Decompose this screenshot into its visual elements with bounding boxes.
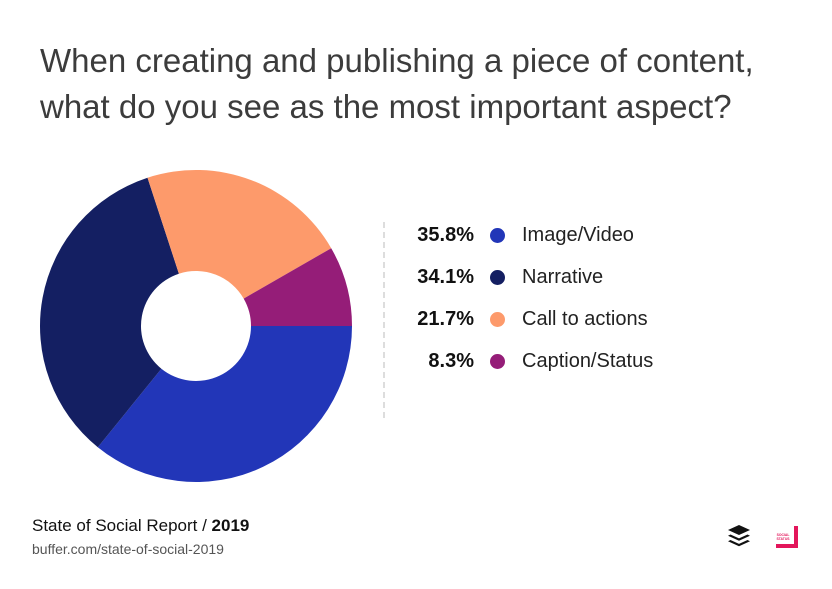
- legend-divider: [383, 222, 385, 418]
- donut-slice-caption-status: [243, 248, 352, 326]
- chart-title-line-1: When creating and publishing a piece of …: [40, 42, 754, 79]
- legend-item-caption-status: 8.3% Caption/Status: [396, 340, 716, 382]
- social-status-logo-icon: SOCIAL STATUS: [774, 524, 800, 550]
- chart-title: When creating and publishing a piece of …: [40, 38, 800, 130]
- chart-legend: 35.8% Image/Video 34.1% Narrative 21.7% …: [396, 214, 716, 382]
- donut-slice-narrative: [39, 177, 179, 448]
- report-title: State of Social Report /: [32, 516, 212, 535]
- donut-slice-call-to-actions: [147, 170, 332, 299]
- svg-text:STATUS: STATUS: [776, 537, 790, 541]
- legend-label: Image/Video: [522, 223, 634, 246]
- report-url: buffer.com/state-of-social-2019: [32, 541, 224, 557]
- chart-title-line-2: what do you see as the most important as…: [40, 88, 732, 125]
- legend-swatch: [490, 353, 505, 369]
- buffer-logo-icon: [728, 525, 750, 547]
- legend-value: 8.3%: [428, 349, 474, 372]
- legend-swatch: [490, 311, 505, 327]
- legend-label: Caption/Status: [522, 349, 654, 372]
- svg-text:SOCIAL: SOCIAL: [777, 533, 790, 537]
- footer: State of Social Report / 2019 buffer.com…: [32, 516, 249, 557]
- legend-item-image-video: 35.8% Image/Video: [396, 214, 716, 256]
- legend-label: Narrative: [522, 265, 604, 288]
- legend-swatch: [490, 269, 505, 285]
- legend-swatch: [490, 227, 505, 243]
- report-name: State of Social Report / 2019: [32, 516, 249, 536]
- report-year: 2019: [211, 516, 250, 535]
- legend-label: Call to actions: [522, 307, 648, 330]
- donut-slice-image-video: [97, 326, 352, 483]
- legend-value: 35.8%: [417, 223, 474, 246]
- legend-value: 21.7%: [417, 307, 474, 330]
- legend-value: 34.1%: [417, 265, 474, 288]
- legend-item-call-to-actions: 21.7% Call to actions: [396, 298, 716, 340]
- legend-item-narrative: 34.1% Narrative: [396, 256, 716, 298]
- donut-chart: [39, 170, 352, 483]
